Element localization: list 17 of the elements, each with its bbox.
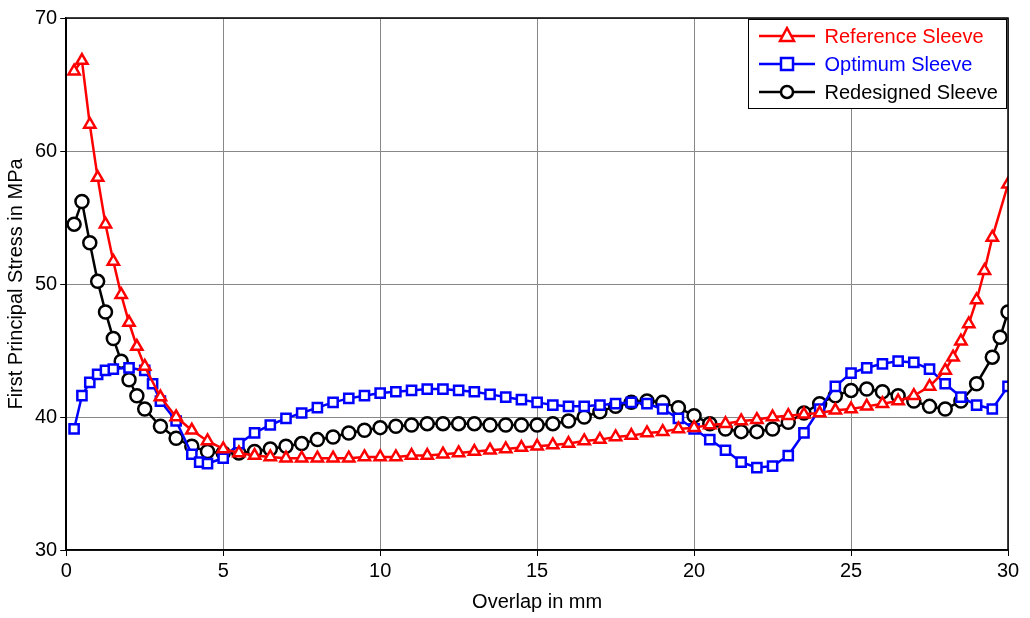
- y-tick-label: 70: [35, 5, 58, 28]
- x-tick-label: 30: [996, 558, 1020, 581]
- x-tick-label: 5: [217, 558, 229, 581]
- x-tick-label: 10: [369, 558, 392, 581]
- y-tick-label: 50: [35, 271, 58, 294]
- x-axis-title: Overlap in mm: [472, 589, 603, 612]
- legend-label: Optimum Sleeve: [824, 52, 973, 76]
- legend-label: Redesigned Sleeve: [824, 80, 998, 104]
- x-tick-label: 15: [526, 558, 549, 581]
- x-tick-label: 25: [839, 558, 863, 581]
- x-tick-label: 0: [60, 558, 72, 581]
- legend-label: Reference Sleeve: [824, 24, 984, 48]
- y-tick-label: 40: [35, 404, 58, 427]
- y-axis-title: First Principal Stress in MPa: [3, 157, 26, 410]
- y-tick-label: 60: [35, 138, 58, 161]
- x-tick-label: 20: [682, 558, 706, 581]
- y-tick-label: 30: [35, 537, 58, 560]
